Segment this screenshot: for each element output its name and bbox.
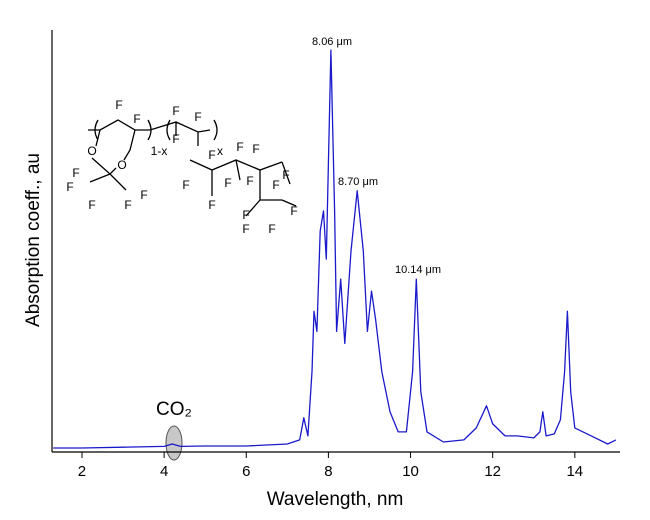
structure-label: F bbox=[224, 176, 231, 190]
structure-label: F bbox=[172, 132, 179, 146]
structure-label: F bbox=[242, 208, 249, 222]
structure-label: F bbox=[66, 180, 73, 194]
structure-label: F bbox=[208, 148, 215, 162]
x-tick-label: 10 bbox=[402, 463, 419, 480]
structure-label: F bbox=[236, 140, 243, 154]
structure-label: F bbox=[133, 112, 140, 126]
structure-label: F bbox=[172, 104, 179, 118]
x-tick-label: 6 bbox=[242, 463, 250, 480]
structure-bonds bbox=[88, 119, 297, 217]
structure-label: F bbox=[194, 110, 201, 124]
structure-label: F bbox=[268, 222, 275, 236]
structure-label: F bbox=[140, 188, 147, 202]
structure-label: F bbox=[252, 142, 259, 156]
spectrum-line bbox=[53, 49, 617, 449]
x-tick-label: 4 bbox=[160, 463, 168, 480]
x-tick-label: 14 bbox=[566, 463, 583, 480]
structure-label: F bbox=[115, 98, 122, 112]
structure-label: F bbox=[242, 222, 249, 236]
structure-label: F bbox=[282, 168, 289, 182]
structure-label: O bbox=[117, 158, 126, 172]
structure-label: O bbox=[87, 144, 96, 158]
structure-label: F bbox=[182, 178, 189, 192]
x-tick-label: 12 bbox=[484, 463, 501, 480]
annotation: 8.70 μm bbox=[338, 176, 378, 188]
structure-label: F bbox=[72, 166, 79, 180]
x-tick-label: 2 bbox=[78, 463, 86, 480]
x-tick-label: 8 bbox=[324, 463, 332, 480]
structure-label: F bbox=[124, 198, 131, 212]
structure-label: F bbox=[208, 198, 215, 212]
y-axis-label: Absorption coeff., au bbox=[23, 153, 44, 327]
annotation: 10.14 μm bbox=[395, 264, 441, 276]
structure-label: 1-x bbox=[151, 144, 168, 158]
structure-label: F bbox=[272, 178, 279, 192]
annotation: 8.06 μm bbox=[312, 36, 352, 48]
x-axis-label: Wavelength, nm bbox=[267, 489, 404, 510]
structure-label: F bbox=[88, 198, 95, 212]
structure-label: F bbox=[246, 174, 253, 188]
annotation: CO₂ bbox=[156, 399, 192, 420]
structure-label: F bbox=[290, 204, 297, 218]
co2-marker bbox=[165, 425, 183, 461]
structure-label: x bbox=[217, 144, 223, 158]
